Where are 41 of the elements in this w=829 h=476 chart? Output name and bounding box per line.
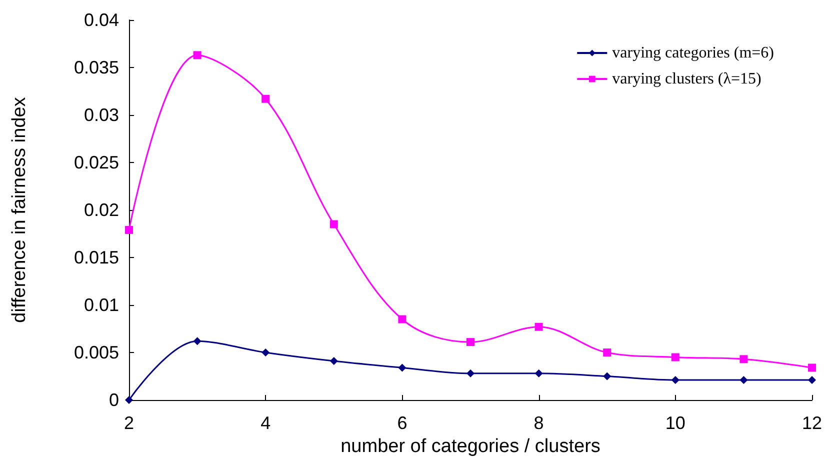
point	[330, 220, 338, 228]
point	[125, 226, 133, 234]
y-tick-label: 0.015	[74, 248, 119, 268]
y-tick-label: 0.035	[74, 58, 119, 78]
point	[671, 353, 680, 362]
point	[262, 348, 270, 356]
point	[808, 364, 816, 372]
y-axis-title: difference in fairness index	[9, 96, 30, 323]
point	[740, 355, 748, 364]
y-tick-label: 0.01	[84, 295, 119, 315]
point	[193, 51, 202, 60]
point	[534, 369, 543, 378]
point	[398, 364, 406, 372]
point	[808, 376, 816, 384]
point	[740, 376, 748, 384]
point	[193, 337, 202, 346]
legend-label: varying categories (m=6)	[612, 44, 774, 62]
y-tick-label: 0.02	[84, 200, 119, 220]
y-tick-label: 0.005	[74, 342, 119, 362]
point	[262, 94, 270, 103]
x-axis-title: number of categories / clusters	[340, 436, 600, 457]
legend-label: varying clusters (λ=15)	[612, 70, 762, 88]
point	[466, 338, 474, 346]
point	[125, 396, 133, 404]
y-tick-label: 0.025	[74, 152, 119, 172]
y-tick-label: 0.04	[84, 10, 119, 30]
x-tick-label: 2	[124, 413, 134, 433]
x-tick-label: 10	[665, 413, 686, 433]
x-tick-label: 6	[397, 413, 408, 433]
point	[534, 322, 543, 331]
x-tick-label: 4	[260, 413, 271, 433]
point	[603, 372, 612, 380]
x-tick-label: 12	[802, 413, 822, 433]
point	[398, 315, 406, 324]
y-tick-label: 0	[108, 390, 119, 410]
point	[671, 376, 680, 384]
x-tick-label: 8	[534, 413, 544, 433]
point	[466, 369, 474, 378]
y-tick-label: 0.03	[84, 105, 119, 125]
point	[330, 357, 338, 366]
point	[603, 348, 612, 356]
